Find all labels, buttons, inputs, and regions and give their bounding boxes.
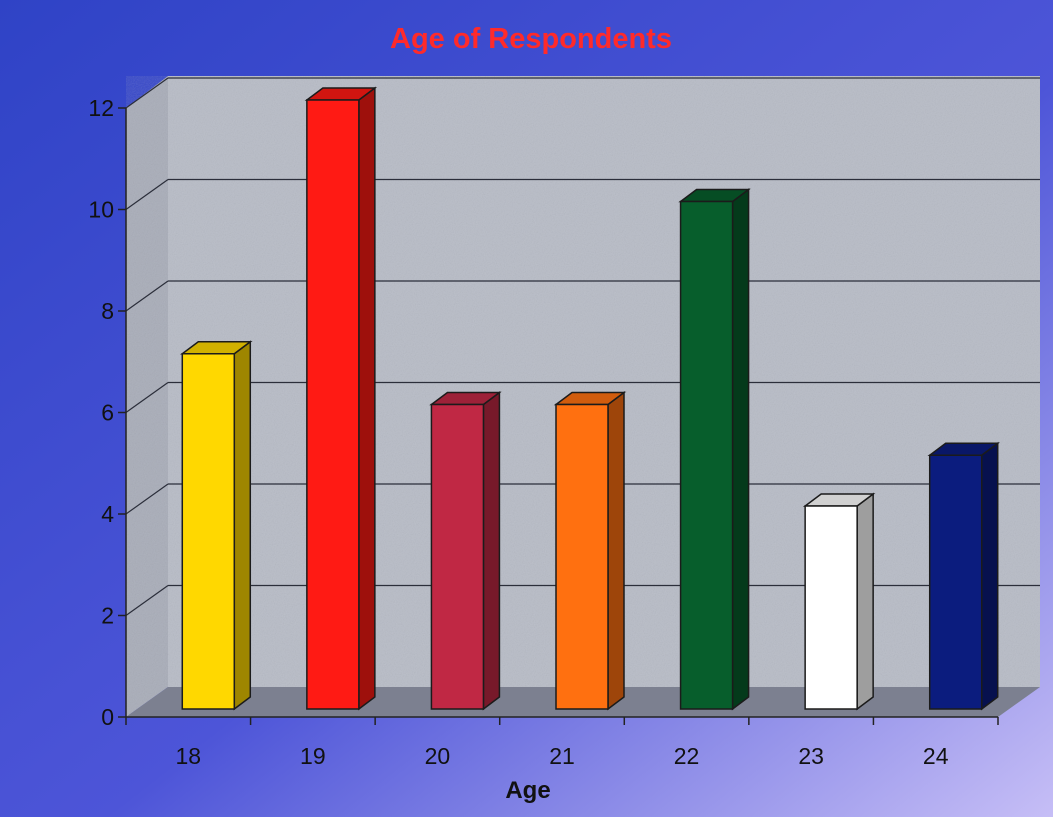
bar-front (679, 200, 734, 710)
bar-front (430, 403, 485, 710)
bar-side (731, 188, 750, 711)
y-tick-label: 8 (101, 298, 114, 324)
gridline-side (125, 382, 169, 413)
bar-19 (304, 86, 378, 711)
bar-22 (678, 188, 751, 711)
bar-front (181, 353, 236, 710)
y-tick-label: 2 (101, 603, 114, 629)
bar-side (856, 492, 874, 711)
chart-title: Age of Respondents (390, 23, 672, 55)
bar-20 (429, 391, 502, 711)
gridline-side (125, 585, 169, 616)
x-tick-label: 20 (425, 743, 451, 769)
x-tick-label: 19 (300, 743, 326, 769)
x-tick-label: 22 (674, 743, 700, 769)
gridline-side (125, 179, 169, 210)
bar-side (482, 391, 501, 711)
x-tick-label: 18 (175, 743, 201, 769)
bar-front (555, 403, 609, 710)
y-tick-label: 4 (101, 501, 114, 527)
bar-front (928, 454, 983, 710)
bar-side (358, 86, 376, 711)
bar-side (233, 340, 252, 711)
gridline-side (125, 280, 169, 312)
gridline-side (125, 77, 169, 109)
bar-front (804, 505, 858, 710)
y-tick-label: 0 (101, 704, 114, 730)
x-tick-label: 24 (923, 743, 949, 769)
x-tick-label: 23 (798, 743, 824, 769)
x-axis-title: Age (505, 777, 550, 804)
chart-side-wall (126, 76, 168, 717)
x-tick-label: 21 (549, 743, 575, 769)
bar-side (607, 391, 625, 711)
bar-18 (180, 340, 253, 711)
bar-24 (927, 441, 1000, 711)
gridline-side (125, 483, 169, 515)
y-tick-label: 12 (88, 95, 114, 121)
bar-side (980, 441, 999, 711)
y-tick-label: 10 (88, 197, 114, 223)
bar-23 (802, 492, 876, 711)
y-tick-label: 6 (101, 400, 114, 426)
bar-front (306, 99, 360, 710)
bar-21 (553, 391, 627, 711)
